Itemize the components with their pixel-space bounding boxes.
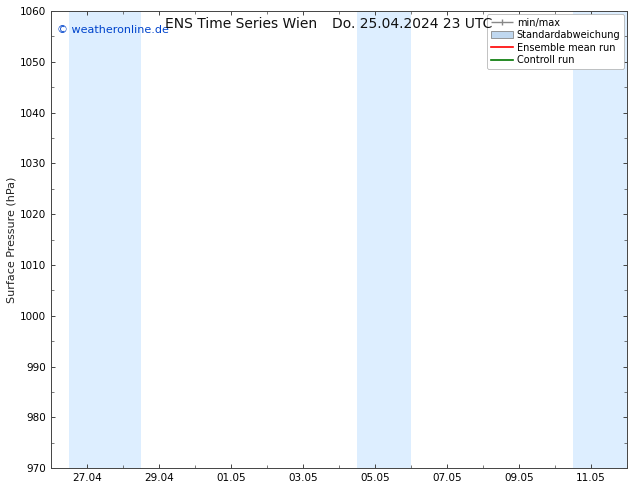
Legend: min/max, Standardabweichung, Ensemble mean run, Controll run: min/max, Standardabweichung, Ensemble me…: [488, 14, 624, 69]
Bar: [69, 11, 141, 468]
Bar: [573, 11, 627, 468]
Y-axis label: Surface Pressure (hPa): Surface Pressure (hPa): [7, 176, 17, 303]
Text: Do. 25.04.2024 23 UTC: Do. 25.04.2024 23 UTC: [332, 17, 492, 31]
Bar: [357, 11, 411, 468]
Text: © weatheronline.de: © weatheronline.de: [56, 24, 169, 35]
Text: ENS Time Series Wien: ENS Time Series Wien: [165, 17, 317, 31]
